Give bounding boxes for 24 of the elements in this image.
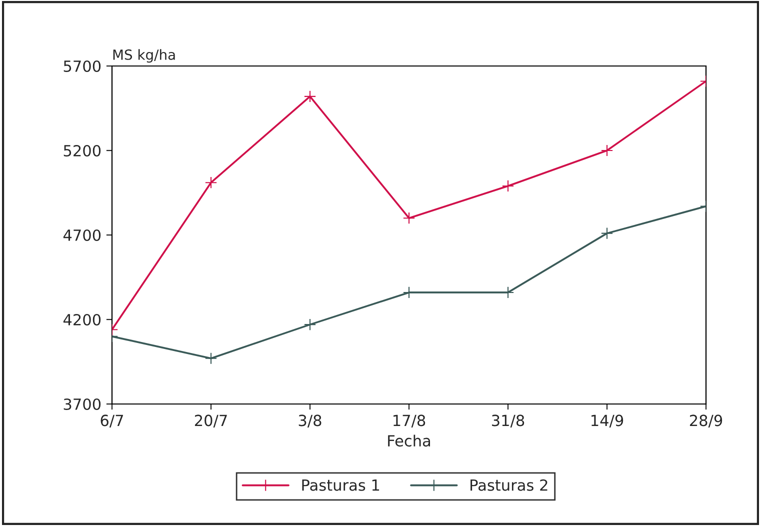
y-tick-label: 3700 (64, 398, 101, 410)
y-tick-label: 5200 (64, 144, 101, 157)
point (600, 227, 614, 240)
legend-label: Pasturas 2 (470, 479, 548, 491)
x-tick-label: 6/7 (100, 414, 123, 428)
point (502, 180, 514, 192)
x-tick-label: 28/9 (690, 414, 722, 428)
x-tick-label: 31/8 (492, 414, 524, 428)
point (402, 212, 416, 224)
y-axis-title: MS kg/ha (113, 49, 175, 63)
x-tick-label: 3/8 (298, 414, 322, 428)
x-tick-label: 20/7 (194, 414, 227, 428)
y-tick-label: 4700 (63, 229, 101, 242)
legend-label: Pasturas 1 (302, 480, 380, 491)
x-axis-title: Fecha (388, 434, 430, 447)
point (204, 176, 218, 189)
point (204, 352, 218, 364)
point (600, 144, 614, 157)
y-tick-label: 5700 (64, 60, 101, 72)
x-tick-label: 17/8 (394, 414, 426, 428)
y-tick-label: 4200 (63, 314, 101, 326)
x-tick-label: 14/9 (592, 414, 624, 428)
point (304, 90, 316, 102)
point (304, 318, 316, 331)
